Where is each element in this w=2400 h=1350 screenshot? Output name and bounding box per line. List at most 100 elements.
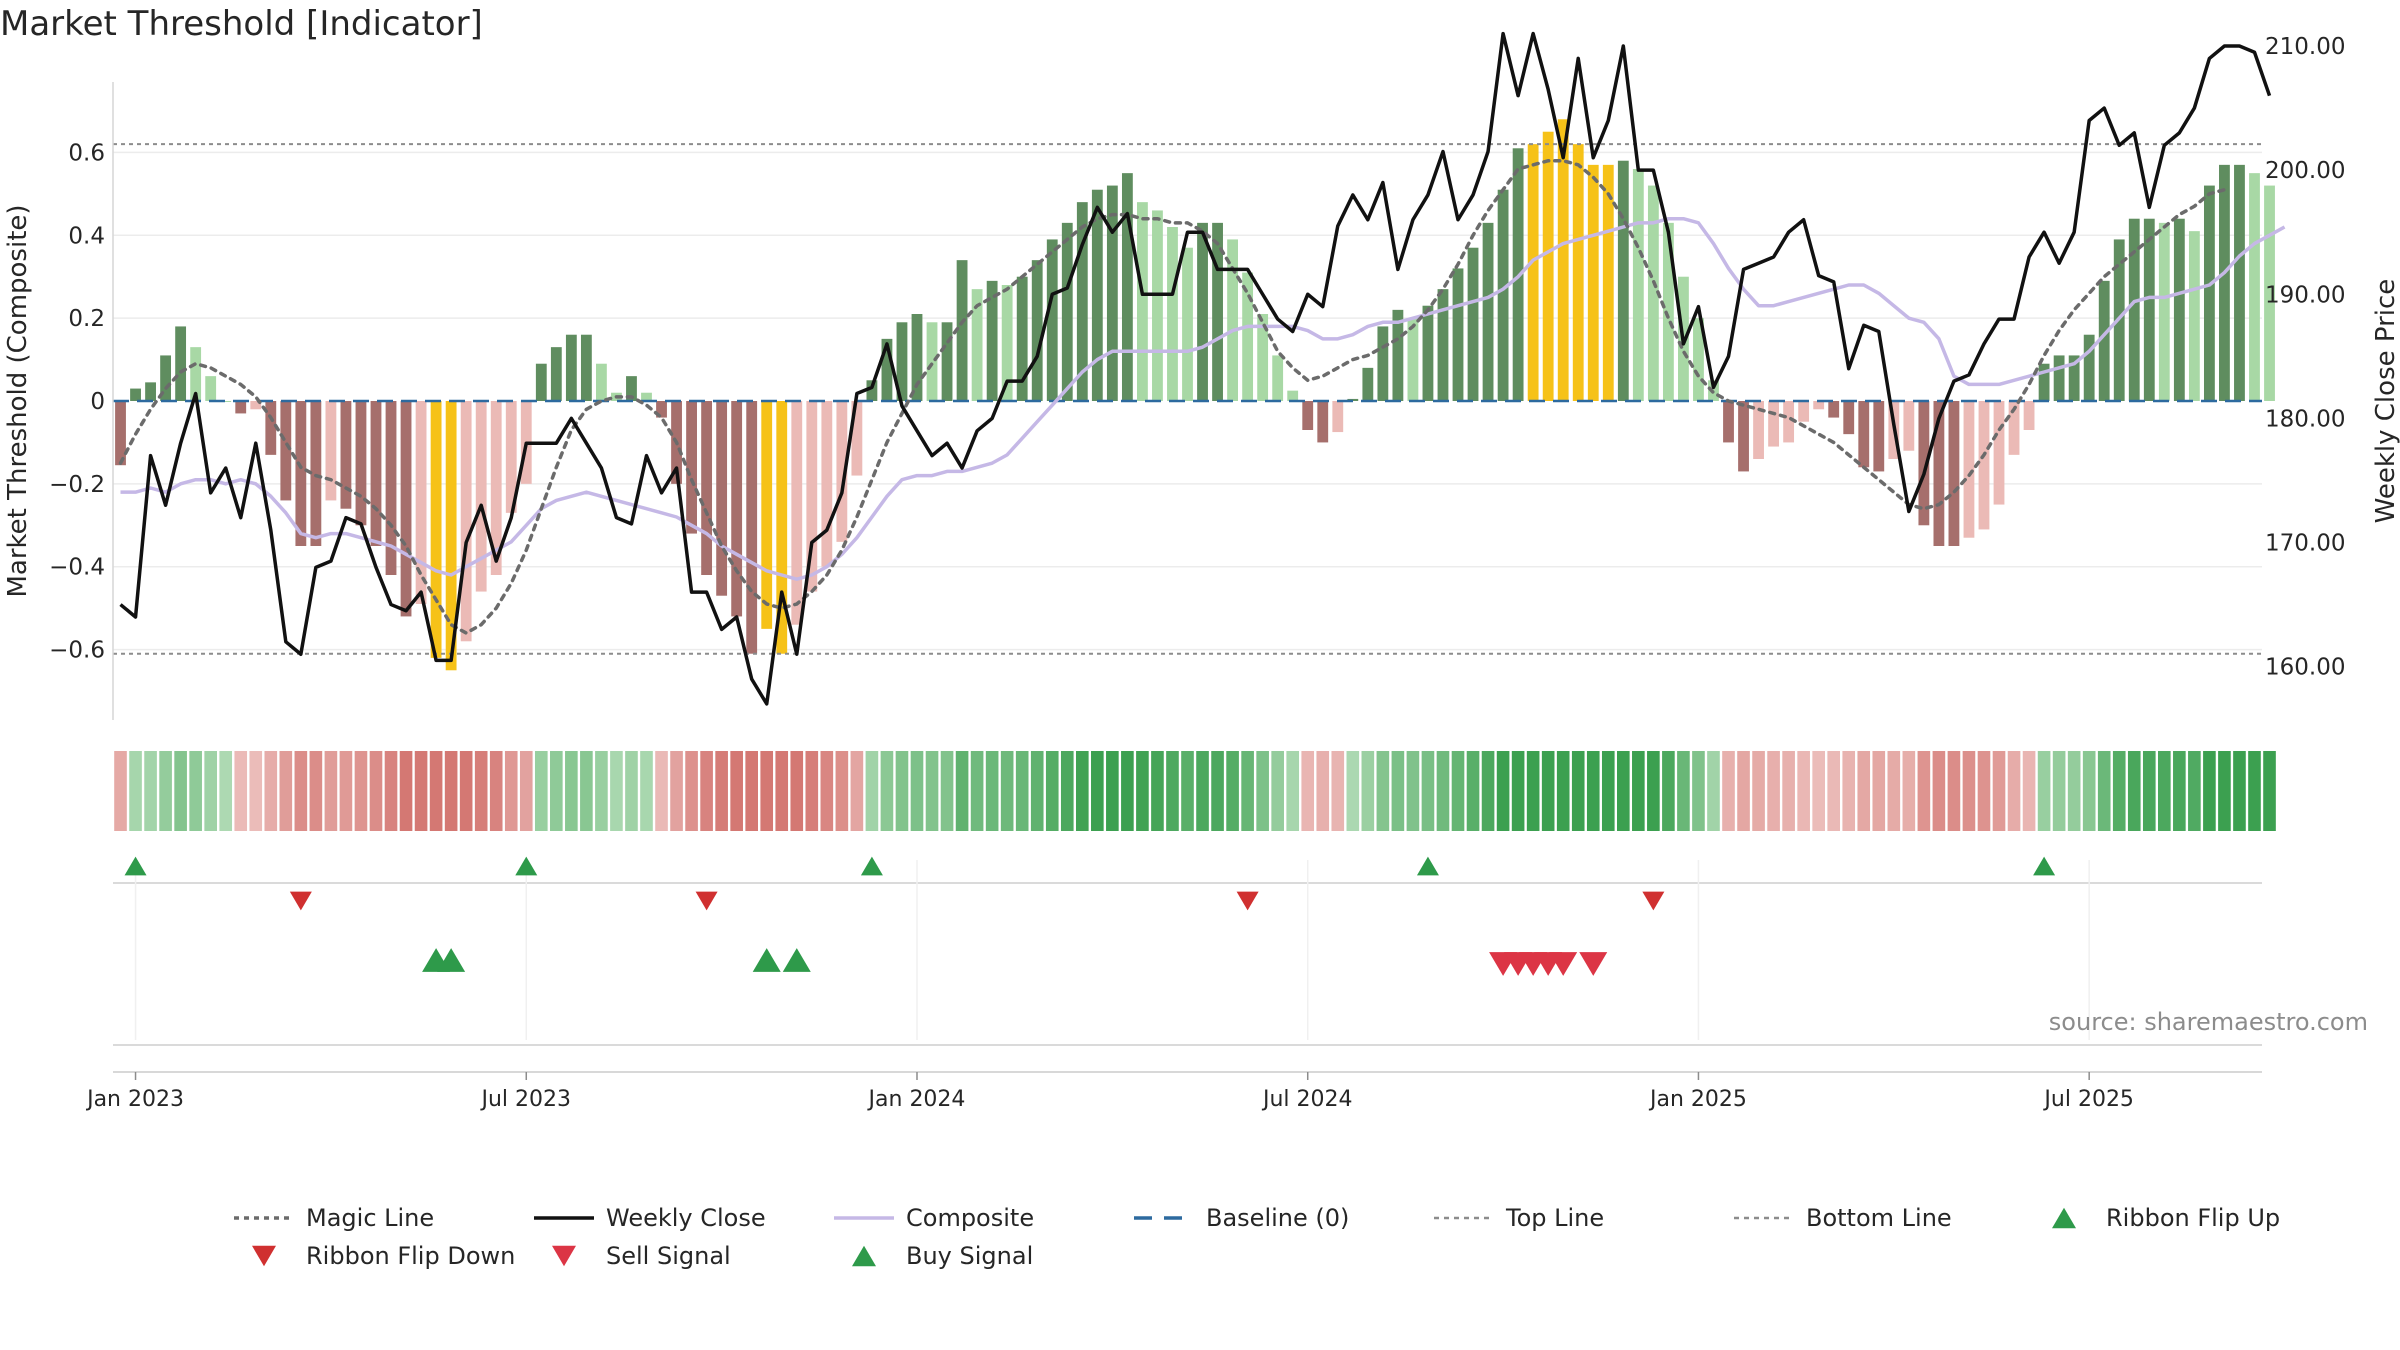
ribbon-cell xyxy=(1301,751,1315,831)
ribbon-cell xyxy=(715,751,728,831)
ribbon-cell xyxy=(2112,751,2126,831)
composite-bar xyxy=(776,401,788,654)
composite-bar xyxy=(2143,218,2155,401)
composite-bar xyxy=(355,401,367,526)
ribbon-cell xyxy=(1902,751,1916,831)
x-tick-label: Jul 2024 xyxy=(1261,1087,1353,1112)
ribbon-cell xyxy=(444,751,458,831)
composite-bar xyxy=(2068,355,2080,401)
ribbon-cell xyxy=(219,751,233,831)
composite-bar xyxy=(626,376,637,401)
ribbon-cell xyxy=(1286,751,1300,831)
ribbon-cell xyxy=(1346,751,1360,831)
ribbon-flip-down-marker xyxy=(1236,891,1259,911)
composite-bar xyxy=(2098,280,2110,401)
ribbon-cell xyxy=(670,751,683,831)
composite-bar xyxy=(190,347,202,401)
ribbon-cell xyxy=(1151,751,1164,831)
sell-signal-marker xyxy=(1579,952,1608,976)
ribbon-cell xyxy=(279,751,293,831)
composite-bar xyxy=(2083,334,2095,401)
composite-bar xyxy=(2053,355,2065,401)
composite-bar xyxy=(1738,401,1749,472)
weekly-close-line xyxy=(119,31,2272,706)
legend-label: Buy Signal xyxy=(906,1242,1033,1270)
composite-bar xyxy=(235,401,247,414)
ribbon-cell xyxy=(745,751,759,831)
ribbon-flip-down-marker xyxy=(695,891,718,911)
composite-bar xyxy=(280,401,292,501)
composite-bar xyxy=(220,401,232,402)
ribbon-cell xyxy=(1166,751,1179,831)
ribbon-cell xyxy=(1947,751,1961,831)
ribbon-cell xyxy=(1421,751,1435,831)
ribbon-cell xyxy=(1857,751,1871,831)
composite-bar xyxy=(1723,401,1734,443)
composite-bar xyxy=(1242,272,1254,401)
composite-bar xyxy=(986,280,998,401)
ribbon-cell xyxy=(955,751,969,831)
composite-bar xyxy=(2188,231,2200,401)
y-tick-label: −0.6 xyxy=(49,638,105,664)
ribbon-flip-up-marker xyxy=(124,856,147,876)
ribbon-cell xyxy=(2263,751,2276,831)
ribbon-cell xyxy=(2173,751,2186,831)
composite-bar xyxy=(1482,222,1494,401)
buy-signal-marker xyxy=(437,948,466,972)
ribbon-cell xyxy=(354,751,368,831)
ribbon-cell xyxy=(2188,751,2201,831)
ribbon-cell xyxy=(1917,751,1931,831)
composite-bar xyxy=(881,338,893,401)
composite-bar xyxy=(1557,119,1569,402)
legend-label: Baseline (0) xyxy=(1206,1204,1349,1232)
ribbon-cell xyxy=(925,751,939,831)
ribbon-cell xyxy=(625,751,638,831)
ribbon-cell xyxy=(1241,751,1254,831)
ribbon-cell xyxy=(189,751,202,831)
x-tick-label: Jan 2023 xyxy=(85,1087,184,1112)
ribbon-cell xyxy=(2067,751,2081,831)
composite-bar xyxy=(1016,276,1028,401)
composite-bar xyxy=(1437,289,1449,401)
ribbon-cell xyxy=(1376,751,1390,831)
ribbon-cell xyxy=(1226,751,1239,831)
composite-bar xyxy=(130,388,141,401)
composite-bar xyxy=(941,322,953,401)
ribbon-cell xyxy=(565,751,578,831)
ribbon-cell xyxy=(2218,751,2231,831)
ribbon-cell xyxy=(144,751,157,831)
legend-item: Sell Signal xyxy=(552,1242,731,1270)
ribbon-cell xyxy=(775,751,789,831)
ribbon-cell xyxy=(1121,751,1134,831)
composite-bar xyxy=(896,322,908,401)
composite-bar xyxy=(565,334,577,401)
source-note: source: sharemaestro.com xyxy=(2048,1008,2368,1036)
ribbon-cell xyxy=(1767,751,1780,831)
composite-bar xyxy=(1587,164,1599,401)
y2-axis-label: Weekly Close Price xyxy=(2371,279,2400,524)
ribbon-cell xyxy=(1030,751,1044,831)
composite-bar xyxy=(1106,185,1118,401)
composite-bar xyxy=(2158,222,2170,401)
ribbon-cell xyxy=(519,751,533,831)
composite-bar xyxy=(1693,318,1704,401)
composite-bar xyxy=(1031,260,1043,401)
ribbon-cell xyxy=(1616,751,1630,831)
x-tick-label: Jul 2025 xyxy=(2042,1087,2134,1112)
composite-bar xyxy=(1647,185,1659,401)
composite-bar xyxy=(370,401,382,546)
ribbon-cell xyxy=(1481,751,1495,831)
ribbon-cell xyxy=(1406,751,1420,831)
ribbon-cell xyxy=(234,751,248,831)
y2-tick-label: 200.00 xyxy=(2265,158,2345,184)
composite-bar xyxy=(1302,401,1314,430)
composite-bar xyxy=(250,401,262,410)
ribbon-cell xyxy=(1060,751,1074,831)
composite-bar xyxy=(1257,314,1269,401)
composite-bar xyxy=(911,314,923,401)
ribbon-cell xyxy=(1977,751,1991,831)
composite-bar xyxy=(1121,173,1133,401)
composite-bar xyxy=(641,392,652,401)
composite-bar xyxy=(746,401,758,654)
